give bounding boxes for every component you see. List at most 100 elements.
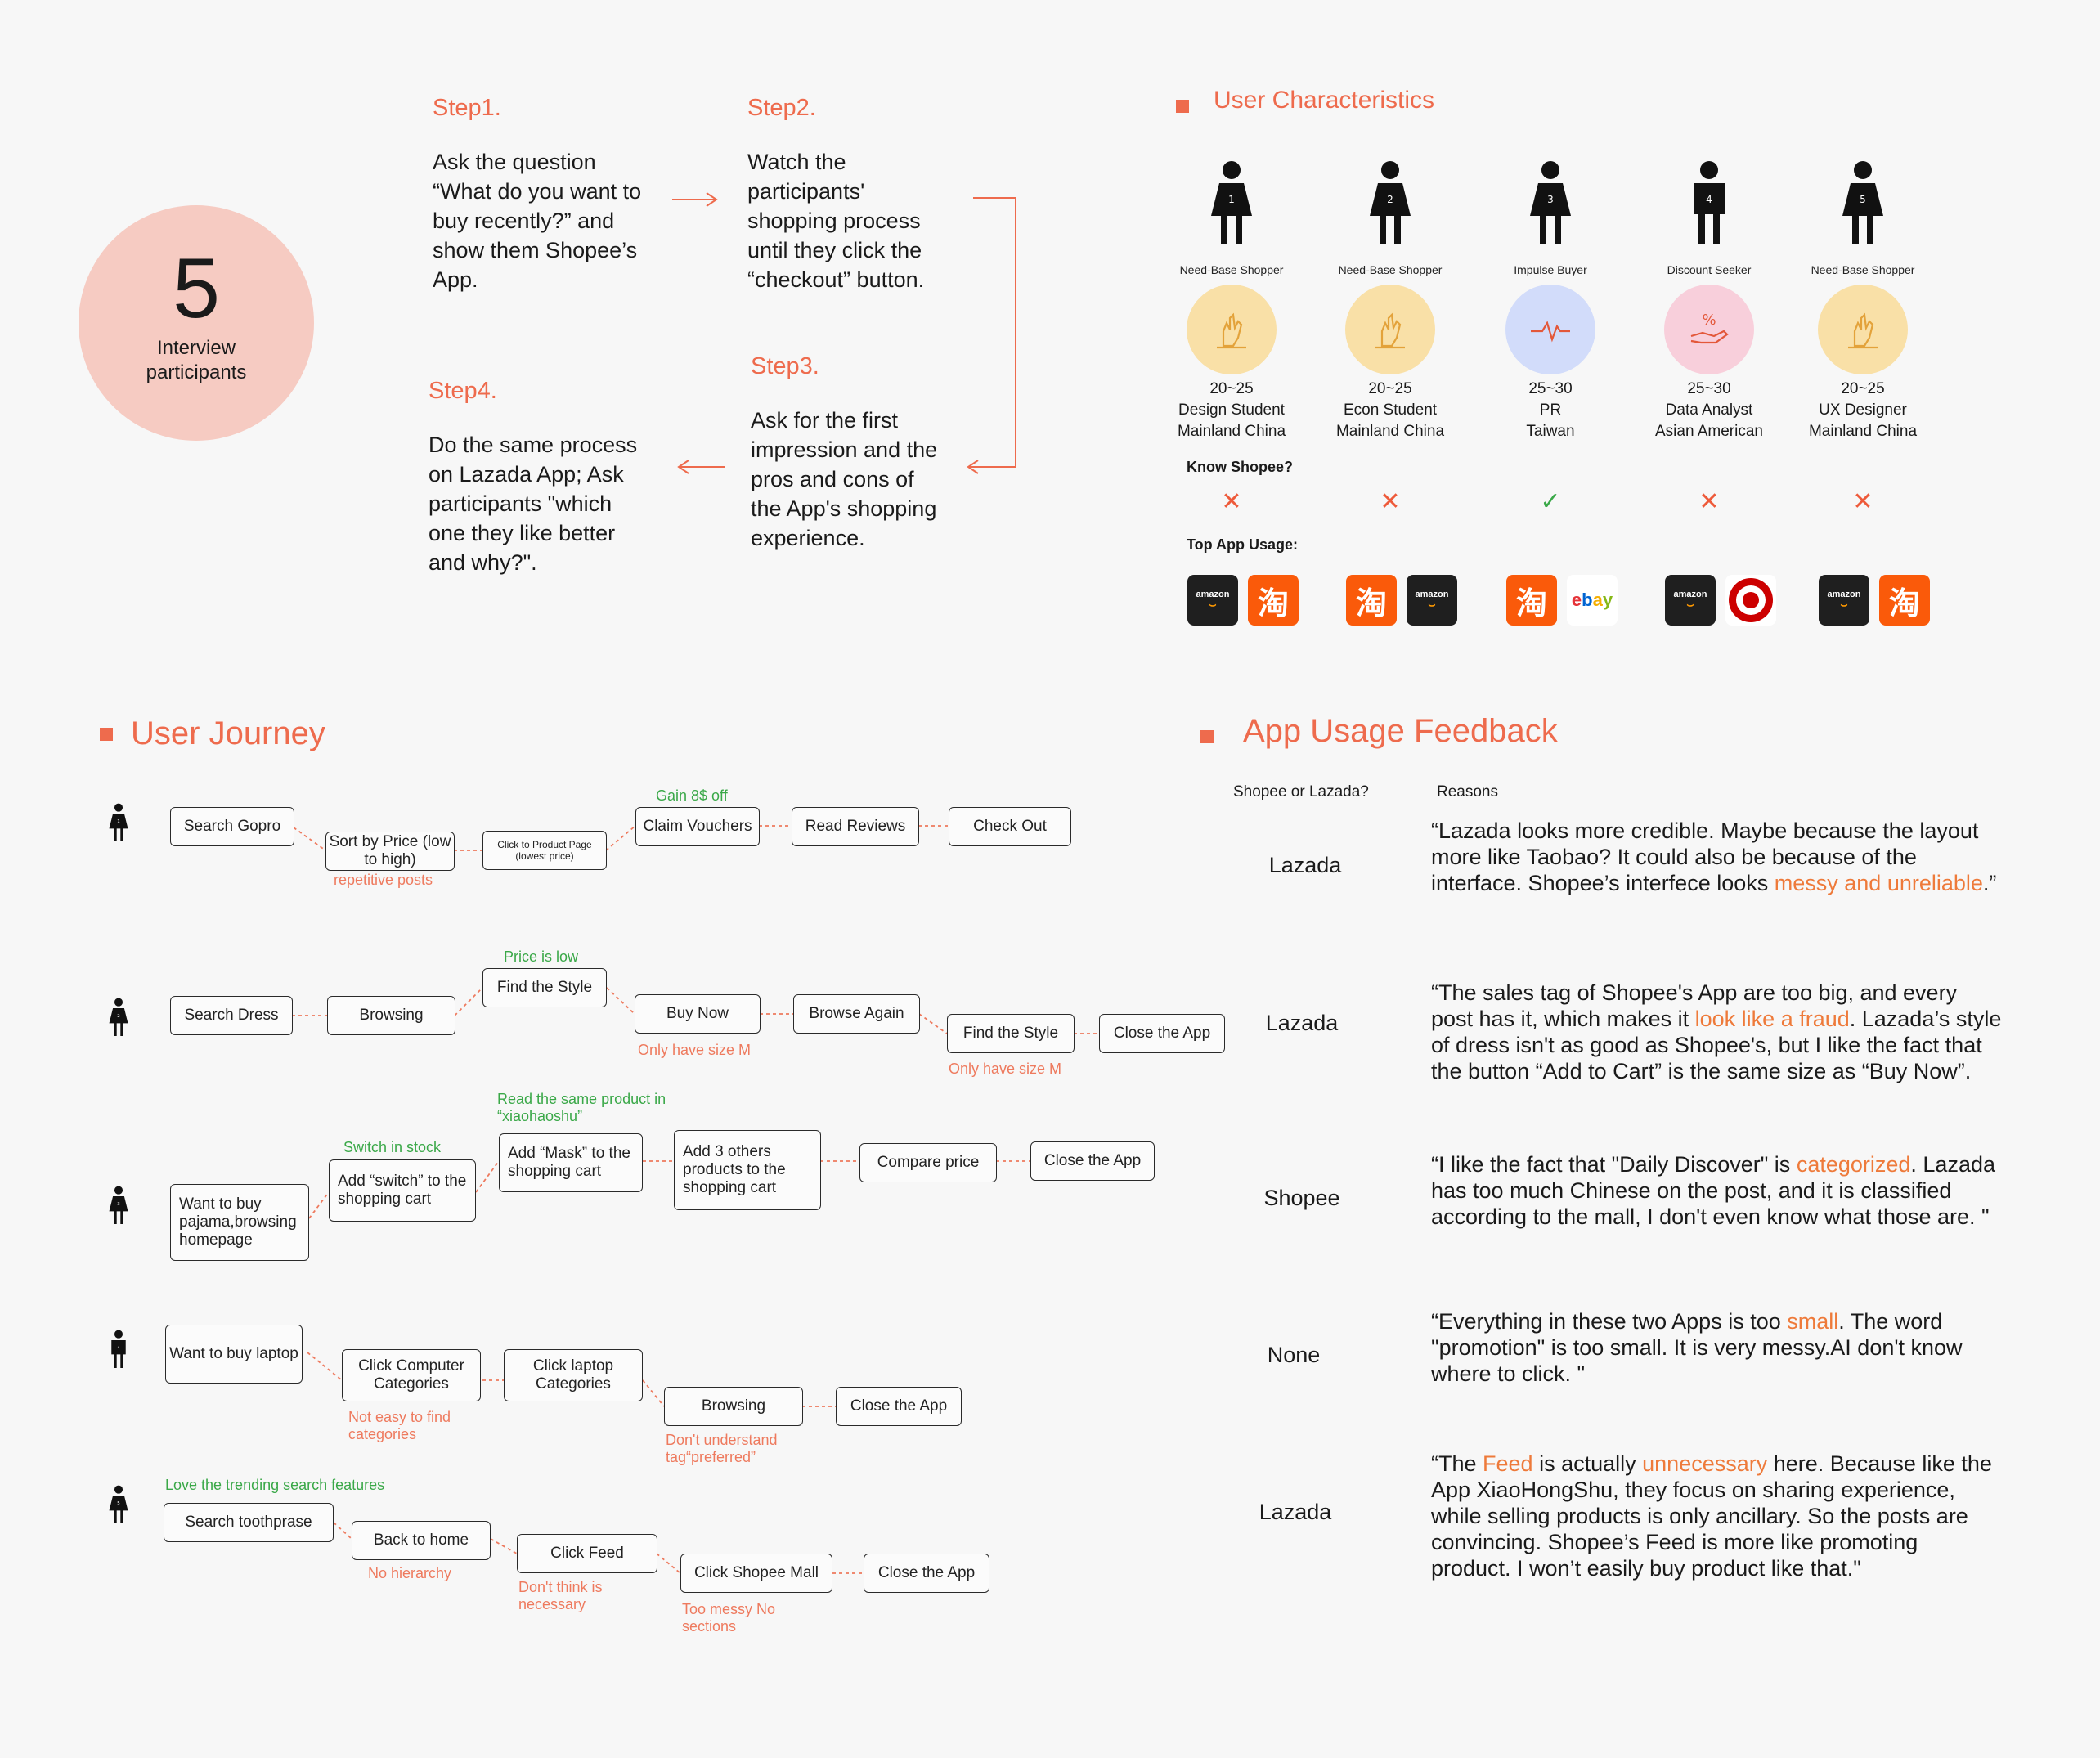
top-apps: 淘 amazon ⌣ (1346, 575, 1457, 626)
person-icon: 5 (1833, 147, 1893, 262)
journey-note: Switch in stock (343, 1139, 442, 1155)
step-line: pros and cons of (751, 467, 914, 491)
user-role: Econ Student (1343, 401, 1438, 419)
step-line: and why?". (429, 550, 537, 575)
connector (642, 1379, 665, 1407)
person-icon: 1 (1201, 147, 1262, 262)
step3-text: Ask for the first impression and the pro… (751, 406, 1021, 553)
journey-step-box: Read Reviews (792, 807, 919, 846)
user-type-label: Discount Seeker (1667, 263, 1752, 276)
journey-step-box: Buy Now (635, 994, 761, 1034)
know-shopee-label: Know Shopee? (1187, 459, 1293, 475)
participants-label-1: Interview (156, 337, 236, 359)
user-info: 20~25 Design Student Mainland China (1150, 379, 1313, 442)
user-role: PR (1539, 401, 1562, 419)
reason-text: . The word "promotion" is too small. It … (1431, 1309, 1963, 1386)
section-marker (1176, 100, 1189, 113)
taobao-logo: 淘 (1506, 575, 1557, 626)
svg-text:4: 4 (117, 1346, 120, 1351)
hand-icon (1840, 307, 1886, 352)
svg-text:2: 2 (1387, 194, 1393, 205)
check-icon: ✓ (1540, 488, 1561, 515)
step-line: buy recently?” and (433, 209, 615, 233)
journey-step-box: Add “Mask” to the shopping cart (499, 1133, 643, 1192)
step1-text: Ask the question “What do you want to bu… (433, 147, 702, 294)
svg-text:%: % (1702, 312, 1716, 329)
highlighted-text: unnecessary (1642, 1451, 1768, 1476)
step-line: participants "which (429, 491, 612, 516)
svg-text:1: 1 (1228, 194, 1235, 205)
user-region: Mainland China (1335, 423, 1445, 440)
step-line: impression and the (751, 437, 938, 462)
step2-text: Watch the participants' shopping process… (747, 147, 1017, 294)
user-info: 20~25 Econ Student Mainland China (1308, 379, 1472, 442)
target-logo (1725, 575, 1776, 626)
journey-step-box: Click Shopee Mall (680, 1554, 832, 1593)
journey-step-box: Browse Again (793, 994, 920, 1034)
feedback-choice: Shopee (1263, 1186, 1340, 1210)
feedback-reason: “I like the fact that "Daily Discover" i… (1431, 1151, 2004, 1230)
user-region: Mainland China (1808, 423, 1918, 440)
amazon-logo: amazon ⌣ (1187, 575, 1238, 626)
connector (656, 1553, 681, 1574)
user-journey-title: User Journey (131, 715, 325, 751)
journey-step-box: Search Gopro (170, 807, 294, 846)
user-age: 20~25 (1368, 380, 1412, 397)
journey-note: Don't understand tag“preferred” (666, 1432, 778, 1465)
connector (918, 1013, 948, 1034)
journey-note: Only have size M (638, 1042, 752, 1058)
step-line: Do the same process (429, 433, 638, 457)
user-badge (1505, 285, 1595, 374)
user-badge: % (1664, 285, 1754, 374)
feedback-reason: “Everything in these two Apps is too sma… (1431, 1308, 2004, 1387)
user-badge (1187, 285, 1277, 374)
highlighted-text: small (1787, 1309, 1839, 1334)
svg-text:1: 1 (117, 819, 120, 824)
user-region: Taiwan (1526, 423, 1575, 440)
user-age: 20~25 (1841, 380, 1885, 397)
user-type-label: Need-Base Shopper (1338, 263, 1443, 276)
person-icon: 3 (1520, 147, 1581, 262)
user-region: Mainland China (1177, 423, 1286, 440)
journey-step-box: Click Feed (517, 1534, 657, 1573)
user-role: Data Analyst (1665, 401, 1753, 419)
participant-count: 5 (173, 241, 220, 336)
feedback-choice: Lazada (1265, 1011, 1339, 1035)
step-line: show them Shopee’s (433, 238, 638, 262)
amazon-logo: amazon ⌣ (1407, 575, 1457, 626)
step-line: one they like better (429, 521, 616, 545)
user-type-label: Need-Base Shopper (1811, 263, 1915, 276)
top-apps: amazon ⌣ 淘 (1187, 575, 1299, 626)
highlighted-text: messy and unreliable (1774, 871, 1983, 895)
journey-note: Read the same product in “xiaohaoshu” (497, 1091, 666, 1124)
step-line: on Lazada App; Ask (429, 462, 624, 487)
journey-step-box: Want to buy laptop (165, 1325, 303, 1384)
svg-text:5: 5 (1860, 194, 1866, 205)
journey-note: Don't think is necessary (518, 1579, 603, 1612)
connector (454, 987, 483, 1016)
reason-text: .” (1982, 871, 1997, 895)
feedback-col-reasons: Reasons (1437, 783, 1498, 801)
journey-step-box: Click to Product Page (lowest price) (482, 831, 607, 870)
highlighted-text: categorized (1796, 1152, 1911, 1177)
user-info: 20~25 UX Designer Mainland China (1781, 379, 1945, 442)
user-badge (1345, 285, 1435, 374)
top-app-usage-label: Top App Usage: (1187, 536, 1298, 553)
user-info: 25~30 Data Analyst Asian American (1627, 379, 1791, 442)
connector (606, 987, 635, 1015)
step-line: experience. (751, 526, 865, 550)
reason-text: . Lazada’s style of dress isn't as good … (1431, 1007, 2002, 1083)
journey-step-box: Browsing (327, 996, 455, 1035)
connector (605, 825, 636, 851)
app-usage-feedback-title: App Usage Feedback (1243, 713, 1558, 749)
participants-circle: 5 Interview participants (79, 205, 314, 441)
step-line: participants' (747, 179, 865, 204)
svg-text:3: 3 (1547, 194, 1554, 205)
step-line: Ask for the first (751, 408, 899, 433)
user-age: 20~25 (1209, 380, 1254, 397)
person-icon: 2 (1360, 147, 1420, 262)
highlighted-text: look like a fraud (1694, 1007, 1850, 1031)
step-line: “What do you want to (433, 179, 642, 204)
journey-person-icon: 3 (105, 1182, 132, 1232)
step-line: Watch the (747, 150, 846, 174)
